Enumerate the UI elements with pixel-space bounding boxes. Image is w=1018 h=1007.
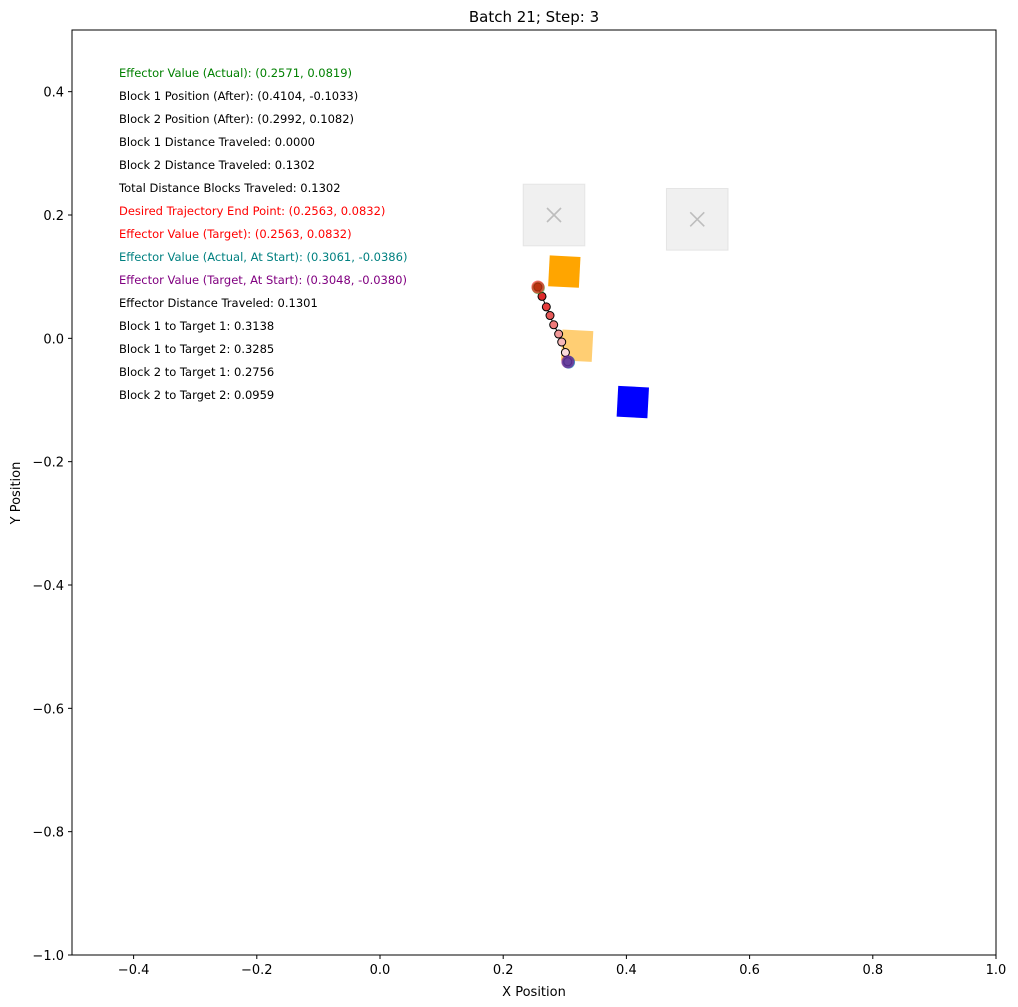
trajectory-point-5 [554, 329, 564, 339]
x-tick-label: 0.4 [616, 963, 637, 978]
annotation-line: Block 1 to Target 2: 0.3285 [119, 342, 274, 356]
trajectory-point-3 [545, 311, 555, 321]
x-tick-label: −0.2 [241, 963, 273, 978]
annotation-line: Effector Distance Traveled: 0.1301 [119, 296, 318, 310]
block-2-after [548, 255, 581, 288]
effector-target [531, 280, 545, 294]
y-tick-label: 0.2 [43, 209, 64, 224]
plot-area [522, 183, 729, 419]
annotation-line: Block 2 to Target 2: 0.0959 [119, 388, 274, 402]
y-tick-label: 0.4 [43, 86, 64, 101]
y-axis-title: Y Position [9, 462, 24, 526]
axes-frame [71, 29, 997, 956]
x-axis-title: X Position [502, 985, 566, 1000]
annotations: Effector Value (Actual): (0.2571, 0.0819… [118, 66, 407, 402]
effector-target-start [561, 355, 575, 369]
trajectory-point-4 [549, 320, 559, 330]
annotation-line: Block 1 Position (After): (0.4104, -0.10… [119, 89, 358, 103]
annotation-line: Block 2 Distance Traveled: 0.1302 [119, 158, 315, 172]
annotation-line: Effector Value (Target, At Start): (0.30… [119, 273, 407, 287]
axis-ticks: −0.4 −0.2 0.0 0.2 0.4 0.6 0.8 1.0 0.4 0.2 0.0 −0.2 −… [32, 86, 1006, 978]
y-tick-label: −0.2 [32, 456, 64, 471]
x-tick-label: 0.6 [739, 963, 760, 978]
x-tick-label: 0.0 [370, 963, 391, 978]
annotation-line: Desired Trajectory End Point: (0.2563, 0… [119, 204, 385, 218]
trajectory-point-6 [557, 337, 567, 347]
chart-title: Batch 21; Step: 3 [469, 8, 599, 26]
annotation-line: Block 1 Distance Traveled: 0.0000 [119, 135, 315, 149]
trajectory-point-2 [541, 302, 551, 312]
y-tick-label: −1.0 [32, 949, 64, 964]
target-marker-2 [689, 211, 705, 227]
annotation-line: Effector Value (Actual): (0.2571, 0.0819… [119, 66, 352, 80]
annotation-line: Block 1 to Target 1: 0.3138 [119, 319, 274, 333]
annotation-line: Block 2 to Target 1: 0.2756 [119, 365, 274, 379]
x-tick-label: 0.2 [493, 963, 514, 978]
y-tick-label: −0.6 [32, 702, 64, 717]
block-1-after [616, 385, 649, 419]
annotation-line: Effector Value (Target): (0.2563, 0.0832… [119, 227, 352, 241]
y-tick-label: 0.0 [43, 332, 64, 347]
annotation-line: Effector Value (Actual, At Start): (0.30… [119, 250, 407, 264]
x-tick-label: 1.0 [986, 963, 1007, 978]
y-tick-label: −0.4 [32, 579, 64, 594]
x-tick-label: 0.8 [862, 963, 883, 978]
annotation-line: Block 2 Position (After): (0.2992, 0.108… [119, 112, 354, 126]
y-tick-label: −0.8 [32, 826, 64, 841]
target-marker-1 [546, 207, 562, 223]
x-tick-label: −0.4 [118, 963, 150, 978]
annotation-line: Total Distance Blocks Traveled: 0.1302 [118, 181, 341, 195]
